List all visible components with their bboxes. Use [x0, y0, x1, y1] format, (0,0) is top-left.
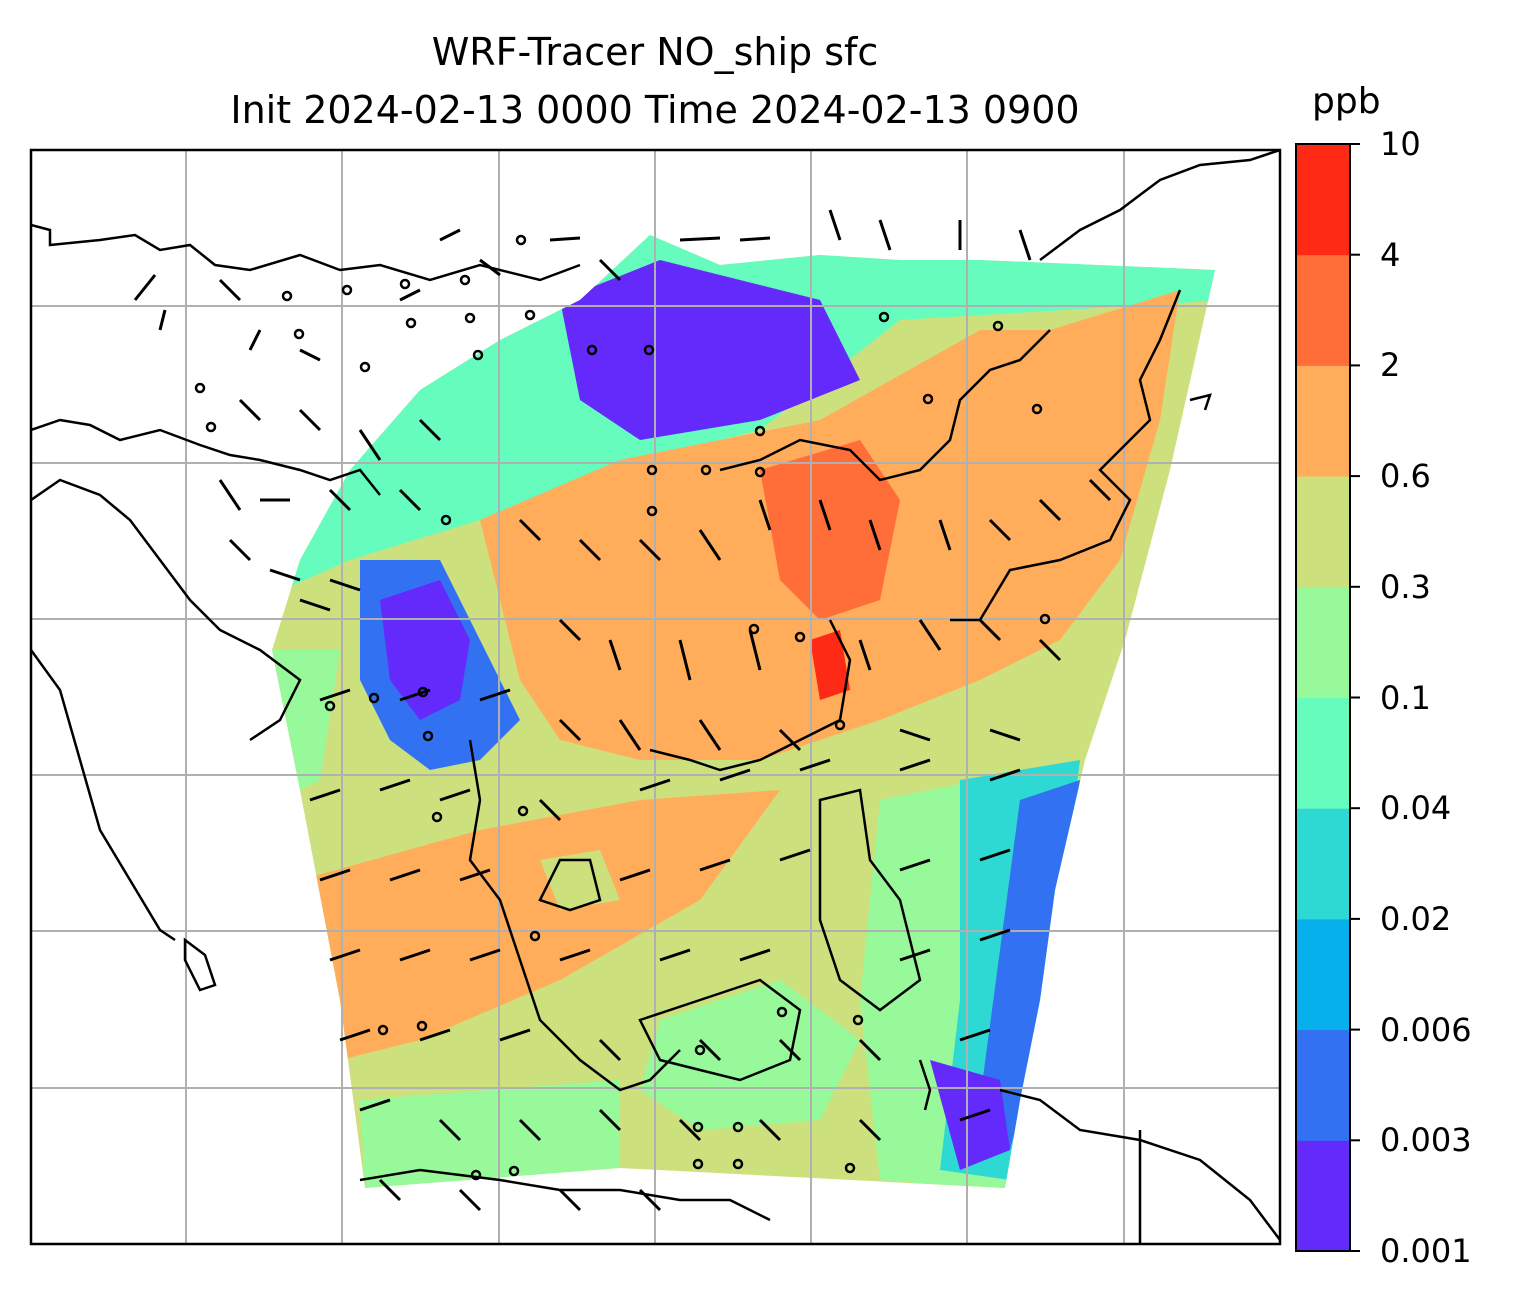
map-title-line1: WRF-Tracer NO_ship sfc: [431, 30, 879, 74]
colorbar-segment: [1296, 365, 1350, 477]
map-frame: [29, 148, 1282, 1246]
colorbar-segment: [1296, 918, 1350, 1031]
coastlines: [31, 150, 1280, 1244]
colorbar-tick-label: 2: [1380, 346, 1401, 385]
colorbar-tick-label: 0.04: [1380, 789, 1452, 828]
colorbar-unit-label: ppb: [1312, 81, 1381, 122]
colorbar-tick-label: 4: [1380, 235, 1401, 274]
colorbar-tick-label: 0.006: [1380, 1010, 1472, 1049]
colorbar-segment: [1296, 586, 1350, 698]
colorbar-segment: [1296, 1140, 1350, 1252]
map-title-line2: Init 2024-02-13 0000 Time 2024-02-13 090…: [230, 88, 1080, 132]
colorbar-tick-label: 10: [1380, 125, 1421, 163]
colorbar-tick-label: 0.1: [1380, 678, 1431, 717]
colorbar-segment: [1296, 254, 1350, 366]
colorbar-segment: [1296, 476, 1350, 588]
colorbar-segment: [1296, 697, 1350, 809]
colorbar-segment: [1296, 144, 1350, 256]
colorbar-tick-label: 0.3: [1380, 567, 1431, 606]
colorbar-tick-label: 0.001: [1380, 1232, 1472, 1270]
colorbar-segment: [1296, 808, 1350, 920]
wind-barbs: [133, 209, 1112, 1212]
colorbar: [1295, 143, 1360, 1252]
colorbar-tick-label: 0.003: [1380, 1121, 1472, 1160]
colorbar-tick-label: 0.6: [1380, 457, 1431, 496]
colorbar-tick-label: 0.02: [1380, 899, 1452, 938]
map-gridlines: [31, 150, 1280, 1244]
colorbar-segment: [1296, 1029, 1350, 1141]
calm-wind-markers: [194, 234, 1051, 1181]
